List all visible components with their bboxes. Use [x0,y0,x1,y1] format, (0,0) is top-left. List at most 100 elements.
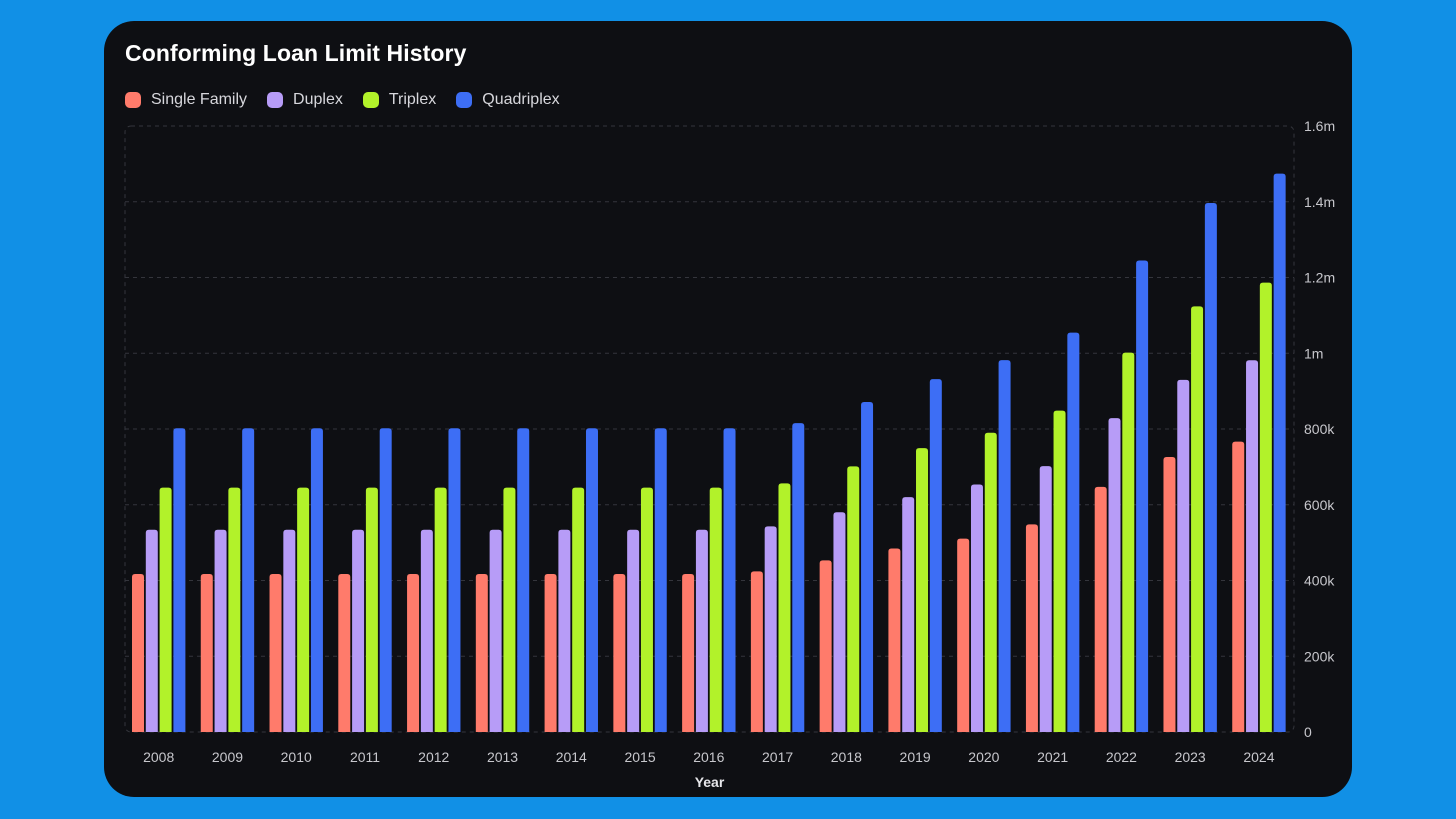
bar-single-family-2010 [269,574,282,732]
x-tick-label: 2011 [350,749,380,765]
bar-single-family-2024 [1232,441,1245,732]
x-tick-label: 2020 [968,749,999,765]
bar-triplex-2009 [228,487,241,732]
legend-swatch [125,92,141,108]
bar-single-family-2016 [682,574,695,732]
bar-duplex-2010 [283,529,296,732]
x-tick-label: 2009 [212,749,243,765]
bar-triplex-2018 [847,466,860,732]
legend-label: Quadriplex [482,91,560,108]
legend-item-triplex[interactable]: Triplex [362,91,437,109]
bar-duplex-2014 [558,529,571,732]
bar-duplex-2015 [627,529,640,732]
bar-quadriplex-2011 [379,428,392,732]
bar-single-family-2022 [1094,486,1107,732]
bar-quadriplex-2021 [1067,332,1080,732]
bar-triplex-2013 [503,487,516,732]
y-tick-label: 1.6m [1304,118,1335,134]
bar-single-family-2012 [407,574,420,732]
bar-single-family-2009 [200,574,213,732]
y-tick-label: 1.2m [1304,270,1335,286]
legend-swatch [267,92,284,108]
bar-duplex-2008 [145,529,158,732]
bar-triplex-2011 [365,487,378,732]
x-tick-label: 2019 [900,749,931,765]
chart-title: Conforming Loan Limit History [125,40,467,66]
legend-item-single-family[interactable]: Single Family [125,91,247,109]
chart-card: Conforming Loan Limit History Single Fam… [104,21,1352,797]
bar-chart-plot: 0 200k 400k 600k 800k 1m 1.2m 1.4m 1.6m 2008 2009 2… [124,118,1335,790]
bar-duplex-2023 [1177,379,1190,732]
bar-quadriplex-2019 [929,379,942,732]
bar-quadriplex-2016 [723,428,736,732]
legend-item-duplex[interactable]: Duplex [267,91,343,109]
legend-label: Single Family [151,91,248,108]
bar-duplex-2024 [1246,360,1259,732]
bar-quadriplex-2018 [861,401,874,732]
x-tick-label: 2024 [1243,749,1274,765]
x-tick-label: 2017 [762,749,793,765]
bar-triplex-2015 [640,487,653,732]
x-axis-title: Year [695,774,725,790]
bar-quadriplex-2024 [1273,173,1286,733]
x-tick-label: 2010 [281,749,312,765]
bar-single-family-2018 [819,560,832,732]
bar-quadriplex-2017 [792,423,805,732]
legend-item-quadriplex[interactable]: Quadriplex [456,91,560,109]
bar-single-family-2020 [957,538,970,732]
bar-duplex-2022 [1108,418,1121,732]
bar-single-family-2017 [750,571,763,732]
bar-triplex-2021 [1053,410,1066,732]
bar-quadriplex-2012 [448,428,461,732]
legend-swatch [362,92,379,108]
bar-duplex-2012 [420,529,433,732]
legend-swatch [456,92,473,108]
bar-single-family-2011 [338,574,351,732]
y-tick-label: 400k [1304,573,1335,589]
bar-triplex-2016 [709,487,722,732]
bar-duplex-2020 [970,484,983,732]
legend: Single Family Duplex Triplex Quadriplex [125,91,560,109]
y-tick-label: 1.4m [1304,194,1335,210]
x-tick-label: 2008 [143,749,174,765]
bar-duplex-2011 [352,529,365,732]
bar-triplex-2022 [1122,352,1135,732]
bar-single-family-2015 [613,574,626,732]
bar-duplex-2021 [1039,466,1052,732]
bar-triplex-2017 [778,483,791,732]
bar-quadriplex-2015 [654,428,667,732]
bar-duplex-2013 [489,529,502,732]
bar-triplex-2008 [159,487,172,732]
bar-single-family-2021 [1025,524,1038,732]
bar-single-family-2013 [475,574,488,732]
bar-single-family-2023 [1163,456,1176,732]
x-tick-label: 2013 [487,749,518,765]
legend-label: Triplex [388,91,437,108]
bar-single-family-2014 [544,574,557,732]
bar-quadriplex-2014 [585,428,598,732]
bar-duplex-2019 [902,497,915,732]
bar-single-family-2019 [888,548,901,732]
bar-triplex-2020 [984,432,997,732]
legend-label: Duplex [293,91,343,108]
bar-triplex-2019 [916,448,929,732]
x-tick-label: 2012 [418,749,449,765]
x-tick-label: 2018 [831,749,862,765]
bar-triplex-2024 [1259,282,1272,732]
y-tick-label: 1m [1304,345,1323,361]
bar-triplex-2010 [297,487,310,732]
bar-quadriplex-2008 [173,428,186,732]
bar-quadriplex-2020 [998,360,1011,732]
y-tick-label: 600k [1304,497,1335,513]
bar-quadriplex-2010 [310,428,323,732]
bar-triplex-2012 [434,487,447,732]
x-tick-label: 2015 [624,749,655,765]
bar-quadriplex-2023 [1204,202,1217,732]
y-tick-label: 800k [1304,421,1335,437]
bar-duplex-2018 [833,512,846,732]
x-tick-label: 2014 [556,749,587,765]
x-tick-label: 2023 [1175,749,1206,765]
y-tick-label: 0 [1304,724,1312,740]
bar-duplex-2016 [695,529,708,732]
bar-duplex-2009 [214,529,227,732]
